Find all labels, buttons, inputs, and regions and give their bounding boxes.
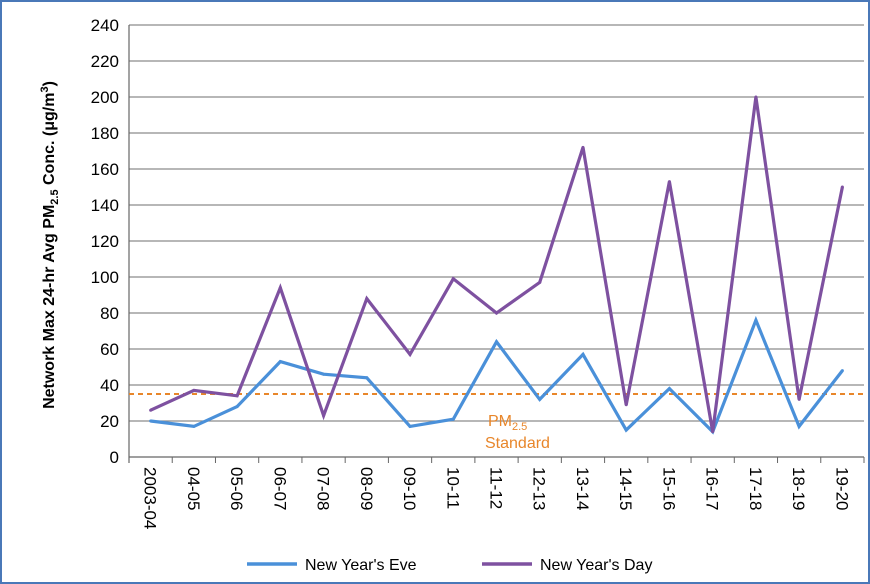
data-point	[797, 424, 801, 428]
x-tick-label: 07-08	[314, 467, 333, 510]
data-point	[322, 414, 326, 418]
data-point	[365, 297, 369, 301]
y-tick-label: 40	[100, 376, 119, 395]
data-point	[754, 318, 758, 322]
y-axis-title: Network Max 24-hr Avg PM2.5 Conc. (μg/m3…	[39, 81, 61, 409]
data-point	[840, 369, 844, 373]
data-point	[495, 311, 498, 315]
x-tick-label: 18-19	[789, 467, 808, 510]
data-point	[754, 95, 758, 99]
x-tick-label: 14-15	[616, 467, 635, 510]
legend-label: New Year's Day	[540, 557, 652, 574]
x-tick-label: 13-14	[573, 467, 592, 510]
data-point	[581, 145, 585, 149]
y-tick-label: 80	[100, 304, 119, 323]
x-tick-label: 2003-04	[141, 467, 160, 529]
legend-label: New Year's Eve	[305, 557, 417, 574]
x-tick-label: 10-11	[443, 467, 462, 509]
y-tick-label: 200	[91, 88, 119, 107]
y-tick-label: 20	[100, 412, 119, 431]
data-point	[451, 417, 455, 421]
x-tick-label: 17-18	[746, 467, 765, 510]
series-lines	[149, 95, 844, 435]
data-point	[711, 430, 715, 434]
data-point	[278, 360, 282, 364]
data-point	[538, 280, 542, 284]
data-point	[322, 372, 326, 376]
series-line-1	[149, 96, 844, 433]
data-point	[192, 424, 196, 428]
data-point	[235, 405, 239, 409]
y-tick-label: 220	[91, 52, 119, 71]
data-point	[408, 352, 412, 356]
data-point	[624, 403, 628, 407]
data-point	[797, 397, 801, 401]
x-tick-label: 11-12	[487, 467, 506, 509]
data-point	[667, 387, 671, 391]
y-axis-ticks: 0 20 40 60 80 100 120 140 160 180 200 220 240	[91, 16, 119, 467]
y-tick-label: 140	[91, 196, 119, 215]
y-tick-label: 100	[91, 268, 119, 287]
x-tick-label: 05-06	[227, 467, 246, 510]
reference-line-label: PM2.5	[488, 413, 527, 433]
x-axis-ticks: 2003-04 04-05 05-06 06-07 07-08 08-09 09-10 10-…	[141, 467, 852, 529]
data-point	[235, 394, 239, 398]
legend: New Year's Eve New Year's Day	[247, 557, 652, 574]
y-tick-label: 160	[91, 160, 119, 179]
y-axis-label: Network Max 24-hr Avg PM2.5 Conc. (μg/m3…	[39, 81, 61, 409]
y-tick-label: 0	[110, 448, 119, 467]
x-tick-label: 04-05	[184, 467, 203, 510]
y-tick-label: 120	[91, 232, 119, 251]
data-point	[278, 286, 282, 290]
data-point	[451, 277, 455, 281]
data-point	[149, 419, 153, 423]
data-point	[538, 397, 542, 401]
x-tick-label: 12-13	[530, 467, 549, 510]
y-tick-label: 180	[91, 124, 119, 143]
reference-line-label-2: Standard	[485, 435, 550, 452]
y-tick-label: 240	[91, 16, 119, 35]
x-tick-label: 08-09	[357, 467, 376, 510]
x-tick-label: 06-07	[270, 467, 289, 510]
x-tick-label: 19-20	[832, 467, 851, 510]
y-tick-label: 60	[100, 340, 119, 359]
data-point	[365, 376, 369, 380]
data-point	[840, 185, 844, 189]
data-point	[624, 428, 628, 432]
data-point	[408, 424, 412, 428]
x-tick-label: 15-16	[659, 467, 678, 510]
data-point	[149, 408, 153, 412]
data-point	[495, 340, 498, 344]
axes	[128, 25, 865, 463]
x-tick-label: 16-17	[703, 467, 722, 510]
data-point	[667, 180, 671, 184]
data-point	[192, 388, 196, 392]
x-tick-label: 09-10	[400, 467, 419, 510]
data-point	[581, 352, 585, 356]
